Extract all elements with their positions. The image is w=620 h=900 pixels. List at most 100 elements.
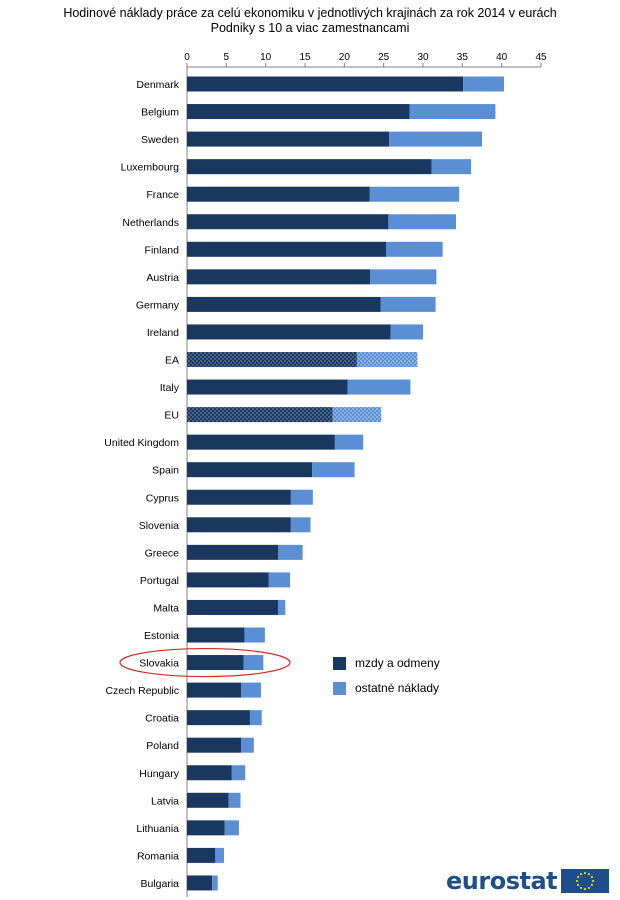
bar-mzdy-a-odmeny (187, 627, 245, 643)
bar-mzdy-a-odmeny (187, 792, 229, 808)
category-label: Italy (160, 382, 180, 394)
chart-subtitle: Podniky s 10 a viac zamestnancami (210, 21, 410, 35)
bar-mzdy-a-odmeny (187, 131, 390, 147)
x-tick-label: 10 (260, 52, 272, 63)
legend-swatch (333, 657, 346, 670)
bar-ostatne-naklady (278, 599, 286, 615)
bar-ostatne-naklady (228, 792, 241, 808)
bar-ostatne-naklady (370, 269, 437, 285)
category-label: Belgium (141, 107, 179, 119)
highlight-ellipse (119, 647, 291, 678)
bar-ostatne-naklady (290, 489, 313, 505)
bar-mzdy-a-odmeny (187, 737, 242, 753)
bar-ostatne-naklady (356, 352, 418, 367)
category-label: Ireland (147, 327, 179, 339)
category-label: United Kingdom (104, 437, 179, 449)
x-tick-label: 5 (224, 52, 230, 63)
bar-mzdy-a-odmeny (187, 710, 250, 726)
eurostat-logo: eurostat (446, 866, 610, 896)
bar-mzdy-a-odmeny (187, 655, 244, 671)
bar-mzdy-a-odmeny (187, 875, 213, 891)
bar-mzdy-a-odmeny (187, 324, 391, 340)
bar-mzdy-a-odmeny (187, 269, 371, 285)
bar-mzdy-a-odmeny (187, 352, 357, 367)
category-label: Finland (145, 244, 180, 256)
bar-mzdy-a-odmeny (187, 765, 232, 781)
bar-ostatne-naklady (249, 710, 262, 726)
category-label: Estonia (144, 630, 179, 642)
bar-ostatne-naklady (312, 462, 355, 478)
legend: mzdy a odmeny ostatné náklady (333, 656, 440, 695)
x-tick-label: 45 (535, 52, 547, 63)
category-label: Slovakia (139, 658, 179, 670)
bar-mzdy-a-odmeny (187, 462, 313, 478)
flag-star (584, 871, 587, 875)
bar-mzdy-a-odmeny (187, 517, 291, 533)
category-label: EA (165, 355, 179, 367)
category-label: Greece (145, 547, 180, 559)
flag-star (577, 883, 580, 887)
bar-ostatne-naklady (334, 434, 364, 450)
bar-ostatne-naklady (243, 655, 264, 671)
bar-ostatne-naklady (241, 682, 261, 698)
bar-ostatne-naklady (431, 159, 471, 175)
bar-mzdy-a-odmeny (187, 682, 242, 698)
category-label: Sweden (141, 134, 179, 146)
category-label: Lithuania (136, 823, 179, 835)
bar-mzdy-a-odmeny (187, 296, 381, 312)
flag-star (590, 883, 594, 887)
category-label: Denmark (136, 79, 179, 91)
flag-star (577, 875, 580, 879)
bar-mzdy-a-odmeny (187, 572, 269, 588)
x-tick-label: 15 (299, 52, 311, 63)
bar-mzdy-a-odmeny (187, 407, 333, 423)
category-label: Slovenia (139, 520, 179, 532)
bar-ostatne-naklady (278, 544, 303, 560)
bar-ostatne-naklady (224, 820, 239, 836)
flag-star (580, 872, 583, 876)
bar-ostatne-naklady (268, 572, 291, 588)
bar-ostatne-naklady (463, 76, 505, 92)
category-label: Latvia (151, 795, 179, 807)
flag-star (576, 879, 579, 883)
category-label: EU (164, 410, 179, 422)
x-tick-label: 20 (339, 52, 351, 63)
bar-mzdy-a-odmeny (187, 241, 387, 257)
legend-label: mzdy a odmeny (355, 656, 440, 670)
bar-mzdy-a-odmeny (187, 434, 335, 450)
category-label: Croatia (145, 713, 179, 725)
x-tick-label: 40 (496, 52, 508, 63)
bar-ostatne-naklady (386, 241, 443, 257)
category-label: Hungary (139, 768, 179, 780)
bar-ostatne-naklady (241, 737, 254, 753)
bar-ostatne-naklady (290, 517, 311, 533)
category-label: Luxembourg (121, 162, 180, 174)
chart-title: Hodinové náklady práce za celú ekonomiku… (63, 6, 557, 20)
x-axis: 0 5 10 15 20 25 30 35 40 45 (184, 52, 547, 897)
legend-swatch (333, 682, 346, 695)
x-tick-label: 0 (184, 52, 190, 63)
flag-star (584, 887, 587, 891)
bar-mzdy-a-odmeny (187, 544, 279, 560)
flag-star (580, 886, 583, 890)
bar-mzdy-a-odmeny (187, 820, 225, 836)
legend-label: ostatné náklady (355, 681, 439, 695)
bar-mzdy-a-odmeny (187, 489, 291, 505)
flag-star (590, 875, 594, 879)
category-label: Spain (152, 465, 179, 477)
bar-ostatne-naklady (212, 875, 218, 891)
bar-ostatne-naklady (244, 627, 265, 643)
category-label: Romania (137, 850, 179, 862)
bar-ostatne-naklady (332, 407, 382, 423)
bar-mzdy-a-odmeny (187, 159, 432, 175)
x-tick-label: 30 (417, 52, 429, 63)
bar-mzdy-a-odmeny (187, 104, 410, 120)
flag-star (588, 872, 591, 876)
category-label: Germany (136, 299, 180, 311)
bar-ostatne-naklady (369, 186, 460, 202)
eu-flag-icon (561, 869, 610, 893)
category-label: Bulgaria (140, 878, 179, 890)
chart-title-block: Hodinové náklady práce za celú ekonomiku… (0, 6, 620, 36)
bar-ostatne-naklady (231, 765, 246, 781)
